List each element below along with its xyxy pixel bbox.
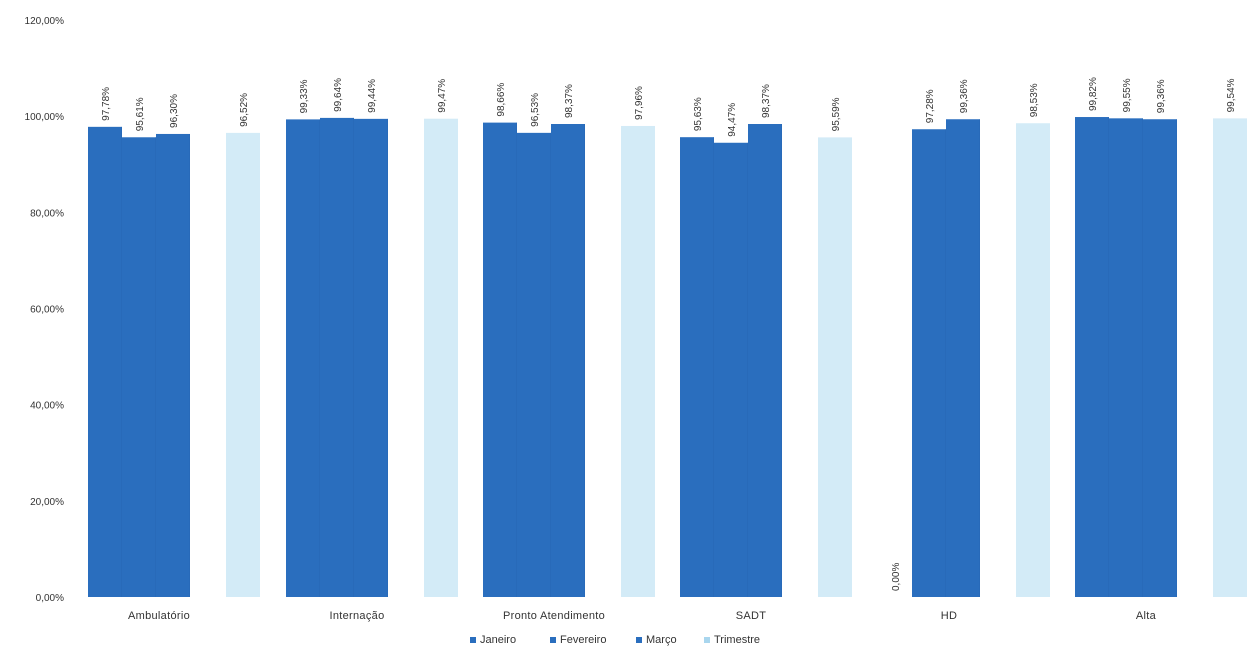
category-label: HD	[941, 610, 958, 622]
data-label: 98,37%	[761, 84, 772, 118]
bar-fevereiro	[714, 142, 748, 597]
y-tick-label: 0,00%	[36, 593, 64, 604]
legend-label: Janeiro	[480, 634, 516, 646]
y-tick-label: 20,00%	[30, 497, 64, 508]
y-tick-label: 120,00%	[25, 16, 65, 27]
legend-swatch	[636, 637, 642, 643]
y-tick-label: 40,00%	[30, 401, 64, 412]
bar-trimestre	[621, 125, 655, 597]
data-labels: 97,78% 95,61% 96,30% 96,52% 99,33% 99,64% 99,4…	[101, 77, 1237, 591]
bar-março	[1143, 119, 1177, 597]
bar-trimestre	[818, 137, 852, 598]
y-tick-label: 60,00%	[30, 305, 64, 316]
data-label: 95,63%	[693, 97, 704, 131]
data-label: 97,78%	[101, 87, 112, 121]
bar-janeiro	[483, 122, 517, 597]
data-label: 99,33%	[299, 79, 310, 113]
legend-label: Fevereiro	[560, 634, 606, 646]
y-tick-label: 80,00%	[30, 208, 64, 219]
data-label: 97,28%	[925, 89, 936, 123]
bar-fevereiro	[1109, 118, 1143, 597]
bar-janeiro	[286, 119, 320, 598]
bars	[88, 117, 1247, 598]
y-tick-label: 100,00%	[25, 112, 65, 123]
bar-março	[551, 124, 585, 598]
data-label: 97,96%	[634, 86, 645, 120]
category-label: Internação	[330, 610, 385, 622]
bar-trimestre	[226, 132, 260, 598]
legend: Janeiro Fevereiro Março Trimestre	[470, 634, 760, 646]
category-label: SADT	[736, 610, 767, 622]
data-label: 99,64%	[333, 78, 344, 112]
data-label: 96,30%	[169, 94, 180, 128]
bar-janeiro	[1075, 117, 1109, 597]
data-label: 99,82%	[1088, 77, 1099, 111]
bar-fevereiro	[122, 137, 156, 597]
bar-março	[748, 124, 782, 598]
bar-março	[946, 119, 980, 597]
bar-fevereiro	[517, 132, 551, 598]
data-label: 96,53%	[530, 93, 541, 127]
data-label: 95,59%	[831, 97, 842, 131]
bar-trimestre	[1213, 118, 1247, 597]
bar-trimestre	[424, 118, 458, 597]
bar-trimestre	[1016, 123, 1050, 597]
bar-março	[354, 118, 388, 597]
data-label: 98,66%	[496, 83, 507, 117]
legend-swatch	[470, 637, 476, 643]
data-label: 99,47%	[437, 79, 448, 113]
legend-swatch	[704, 637, 710, 643]
category-label: Ambulatório	[128, 610, 190, 622]
data-label: 95,61%	[135, 97, 146, 131]
category-label: Alta	[1136, 610, 1157, 622]
data-label: 98,37%	[564, 84, 575, 118]
data-label: 0,00%	[891, 563, 902, 591]
data-label: 99,55%	[1122, 78, 1133, 112]
data-label: 99,36%	[959, 79, 970, 113]
data-label: 96,52%	[239, 93, 250, 127]
bar-janeiro	[680, 137, 714, 597]
bar-fevereiro	[912, 129, 946, 597]
bar-janeiro	[88, 126, 122, 598]
data-label: 99,54%	[1226, 78, 1237, 112]
x-axis: Ambulatório Internação Pronto Atendimento S…	[128, 610, 1157, 622]
data-label: 98,53%	[1029, 83, 1040, 117]
legend-label: Trimestre	[714, 634, 760, 646]
y-axis: 0,00% 20,00% 40,00% 60,00% 80,00% 100,00% 120,…	[25, 16, 65, 604]
data-label: 99,36%	[1156, 79, 1167, 113]
category-label: Pronto Atendimento	[503, 610, 605, 622]
legend-swatch	[550, 637, 556, 643]
bar-fevereiro	[320, 117, 354, 597]
legend-label: Março	[646, 634, 677, 646]
data-label: 94,47%	[727, 103, 738, 137]
bar-março	[156, 133, 190, 597]
data-label: 99,44%	[367, 79, 378, 113]
